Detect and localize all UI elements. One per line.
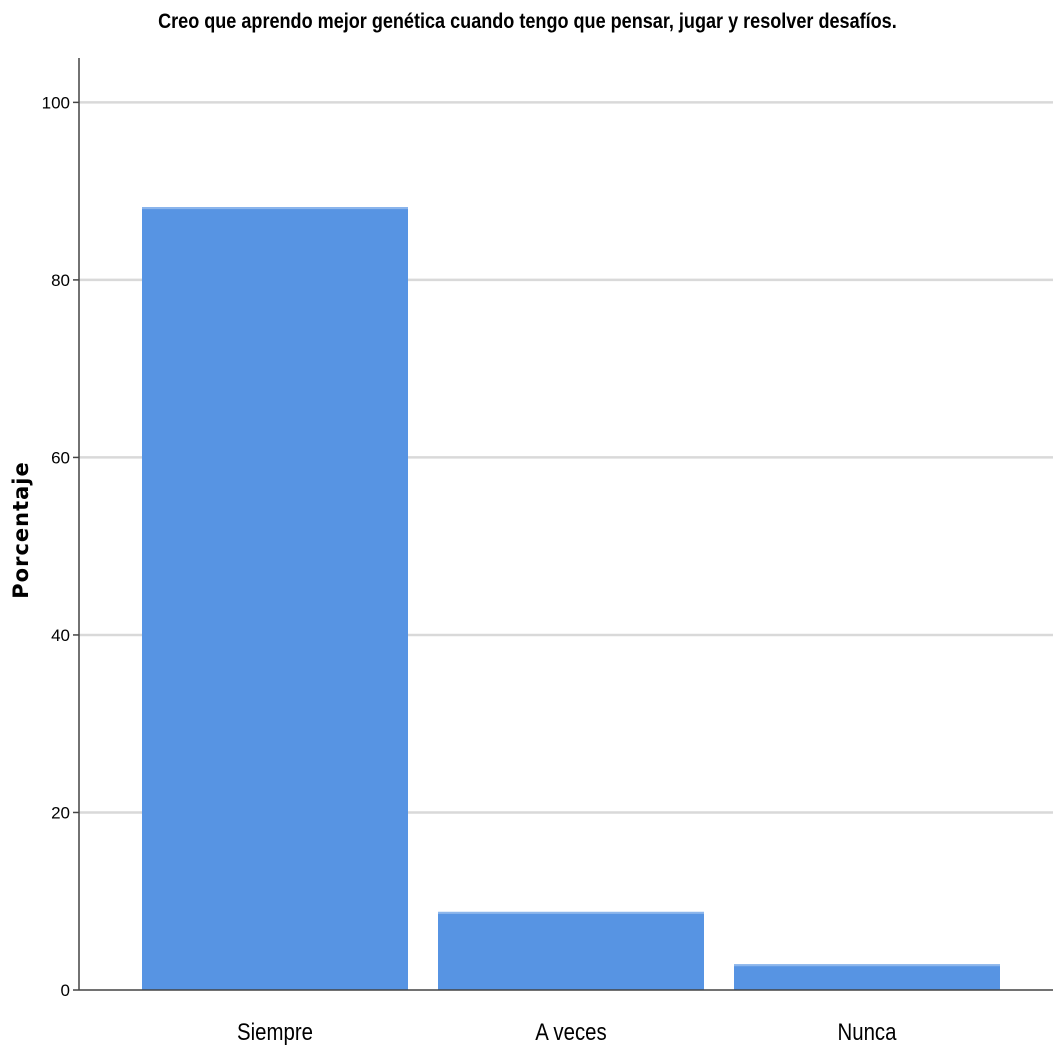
y-tick-label: 100 [42,93,70,112]
y-axis-label: Porcentaje [9,461,33,598]
bar-siempre [142,207,408,990]
bar-nunca [734,964,1000,990]
x-tick-label: A veces [535,1018,606,1045]
y-tick-label: 20 [51,803,70,822]
gridlines [79,101,1053,814]
x-tick-label: Siempre [237,1018,313,1045]
bar-a-veces [438,911,704,990]
y-tick-label: 40 [51,626,70,645]
x-tick-labels: Siempre A veces Nunca [237,1018,897,1045]
y-tick-labels: 0 20 40 60 80 100 [42,93,79,1000]
chart-title: Creo que aprendo mejor genética cuando t… [158,10,897,33]
y-tick-label: 0 [61,981,70,1000]
y-tick-label: 80 [51,271,70,290]
y-tick-label: 60 [51,448,70,467]
x-tick-label: Nunca [838,1018,898,1045]
bars [142,207,1000,990]
